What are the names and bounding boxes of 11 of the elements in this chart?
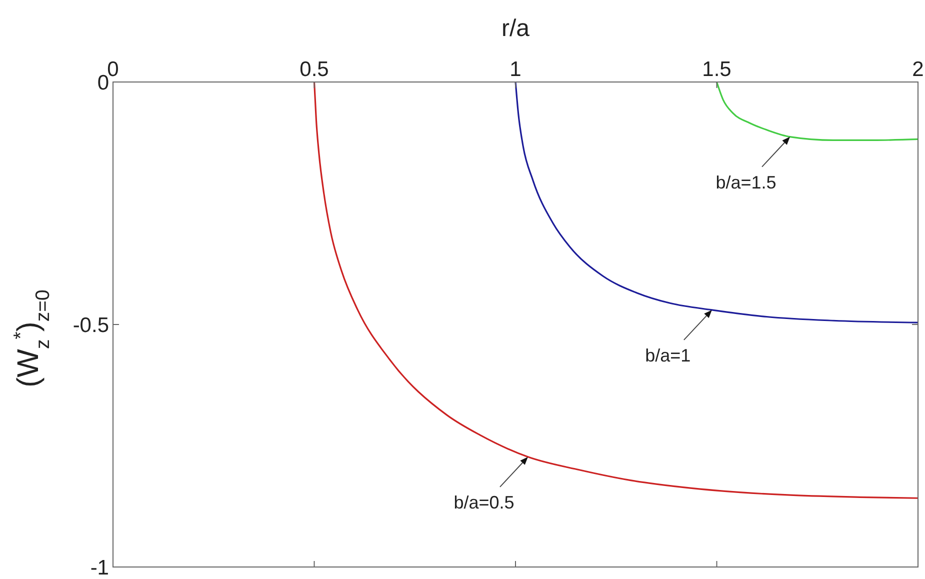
- annotation: b/a=0.5: [454, 492, 514, 512]
- x-tick-label: 2: [912, 58, 924, 81]
- annotation: b/a=1.5: [716, 172, 776, 192]
- x-tick-label: 0.5: [300, 58, 329, 81]
- x-tick-label: 1.5: [702, 58, 732, 81]
- x-axis-title: r/a: [501, 15, 530, 42]
- x-tick-label: 1: [510, 58, 522, 81]
- line-series: [514, 82, 918, 324]
- y-tick-label: -0.5: [72, 314, 109, 338]
- y-tick-label: -1: [90, 556, 109, 579]
- annotation: b/a=1: [645, 345, 691, 366]
